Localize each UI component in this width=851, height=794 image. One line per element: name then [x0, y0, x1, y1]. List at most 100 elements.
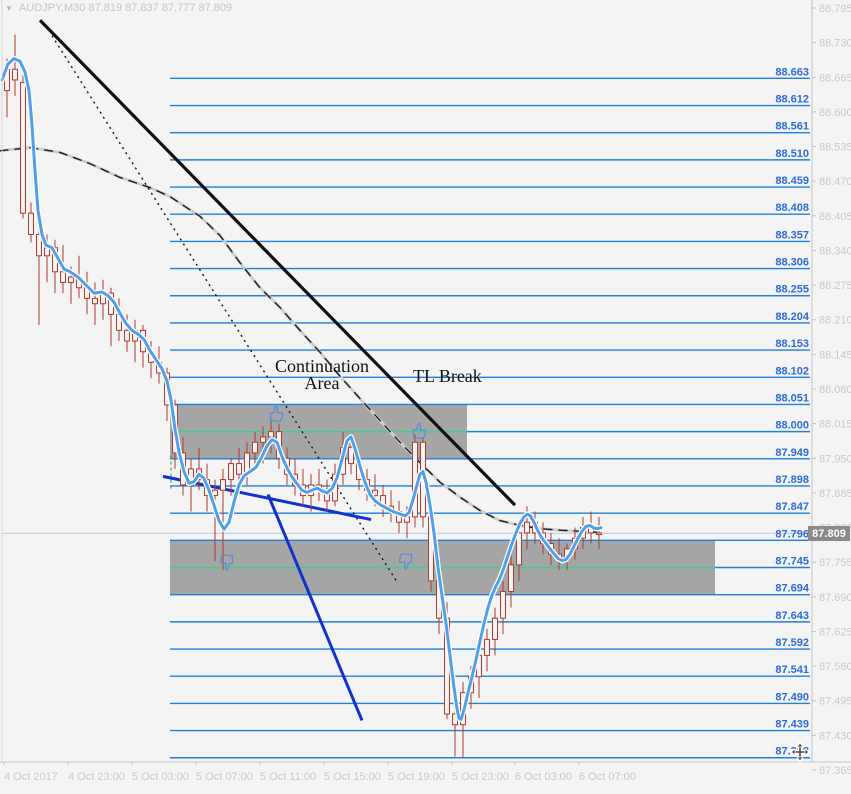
price-axis-label: 87.690: [819, 592, 851, 604]
candle-body: [492, 617, 498, 640]
level-price-label: 88.459: [775, 175, 809, 187]
ma-fast: [0, 55, 604, 723]
dotted-trendline[interactable]: [51, 35, 399, 584]
level-price-label: 87.949: [775, 447, 809, 459]
price-axis-label: 88.080: [819, 384, 851, 396]
price-axis-label: 87.950: [819, 453, 851, 465]
level-price-label: 87.847: [775, 501, 809, 513]
price-axis-label: 88.665: [819, 72, 851, 84]
level-price-label: 88.612: [775, 94, 809, 106]
level-price-label: 87.796: [775, 528, 809, 540]
candle-body: [260, 436, 266, 443]
level-price-label: 88.204: [775, 311, 810, 323]
price-axis-label: 87.365: [819, 765, 851, 777]
price-axis-label: 88.340: [819, 245, 851, 257]
level-price-label: 87.541: [775, 664, 809, 676]
price-axis[interactable]: 88.795 88.730 88.665 88.600 88.535 88.470 88.4…: [812, 3, 851, 777]
candle-body: [268, 431, 274, 438]
level-price-label: 87.592: [775, 637, 809, 649]
current-price-badge: 87.809: [808, 526, 850, 541]
level-price-label: 87.745: [775, 556, 809, 568]
level-price-label: 87.694: [775, 583, 810, 595]
major-downtrend-line[interactable]: [38, 19, 517, 507]
move-cursor-icon: [789, 741, 811, 763]
time-axis[interactable]: 4 Oct 2017 4 Oct 23:00 5 Oct 03:00 5 Oct 07…: [3, 762, 636, 783]
time-axis-label: 5 Oct 23:00: [452, 771, 509, 783]
price-axis-label: 88.795: [819, 3, 851, 15]
thumbs-up-icon[interactable]: [412, 422, 427, 439]
candle-body: [228, 463, 234, 481]
price-axis-label: 88.535: [819, 142, 851, 154]
price-axis-label: 87.495: [819, 696, 851, 708]
candle-body: [60, 271, 66, 283]
annotation-line1: Continuation: [275, 356, 369, 376]
ma-fast-line: [0, 57, 603, 721]
candle-body: [236, 463, 242, 475]
time-axis-label: 5 Oct 11:00: [260, 771, 316, 783]
time-axis-label: 6 Oct 03:00: [515, 771, 572, 783]
time-axis-label: 4 Oct 2017: [4, 771, 58, 783]
zone-reaction-icons[interactable]: [219, 405, 427, 571]
candle-body: [68, 276, 74, 283]
price-axis-label: 88.210: [819, 315, 851, 327]
level-price-label: 88.102: [775, 365, 809, 377]
time-axis-label: 6 Oct 07:00: [579, 771, 636, 783]
price-axis-label: 88.730: [819, 38, 851, 50]
candle-body: [484, 638, 490, 656]
level-price-label: 88.000: [775, 420, 809, 432]
candle-body: [220, 479, 226, 491]
candle-body: [516, 532, 522, 566]
price-axis-label: 87.430: [819, 730, 851, 742]
price-axis-label: 87.755: [819, 557, 851, 569]
annotation-text: TL Break: [413, 366, 482, 386]
candle-body: [500, 590, 506, 619]
level-price-label: 88.255: [775, 284, 809, 296]
level-price-label: 88.510: [775, 148, 809, 160]
level-price-label: 88.357: [775, 229, 809, 241]
thumbs-up-icon[interactable]: [269, 405, 284, 422]
level-price-label: 88.663: [775, 66, 809, 78]
candle-body: [20, 82, 26, 214]
price-axis-label: 88.405: [819, 211, 851, 223]
level-labels: 88.663 88.612 88.561 88.510 88.459 88.408 88.3…: [775, 66, 810, 757]
annotation-line2: Area: [304, 373, 340, 393]
price-axis-label: 88.600: [819, 107, 851, 119]
chart-title-bar[interactable]: ▼ AUDJPY,M30 87.819 87.837 87.777 87.809: [5, 2, 232, 14]
candle-body: [124, 329, 130, 342]
level-price-label: 88.306: [775, 257, 809, 269]
ma-slow: [0, 146, 600, 534]
time-axis-label: 5 Oct 03:00: [132, 771, 189, 783]
tl-break-annotation[interactable]: TL Break: [413, 366, 523, 386]
chevron-down-icon[interactable]: ▼: [5, 3, 13, 13]
level-price-label: 87.898: [775, 474, 809, 486]
price-axis-label: 88.015: [819, 419, 851, 431]
time-axis-label: 4 Oct 23:00: [68, 771, 125, 783]
level-price-label: 88.408: [775, 202, 809, 214]
trendlines[interactable]: [38, 19, 517, 722]
minor-trendline-steep[interactable]: [266, 493, 364, 722]
ma-slow-casing: [0, 146, 600, 534]
candle-body: [252, 441, 258, 454]
level-price-label: 88.153: [775, 338, 809, 350]
minor-trendline-upper[interactable]: [162, 474, 372, 522]
level-price-label: 88.561: [775, 121, 809, 133]
candle-body: [348, 447, 354, 465]
thumbs-down-icon[interactable]: [219, 554, 234, 571]
price-axis-label: 88.470: [819, 176, 851, 188]
candle-body: [28, 212, 34, 235]
continuation-area-annotation[interactable]: Continuation Area: [237, 356, 407, 393]
price-levels[interactable]: [170, 77, 810, 759]
candle-body: [596, 532, 602, 535]
time-axis-label: 5 Oct 07:00: [196, 771, 253, 783]
thumbs-down-icon[interactable]: [398, 553, 413, 570]
price-axis-label: 87.885: [819, 488, 851, 500]
price-axis-label: 88.275: [819, 280, 851, 292]
level-price-label: 88.051: [775, 392, 809, 404]
candle-body: [372, 489, 378, 497]
level-price-label: 87.490: [775, 691, 809, 703]
time-axis-label: 5 Oct 15:00: [324, 771, 381, 783]
candle-body: [36, 233, 42, 257]
candle-body: [92, 297, 98, 305]
